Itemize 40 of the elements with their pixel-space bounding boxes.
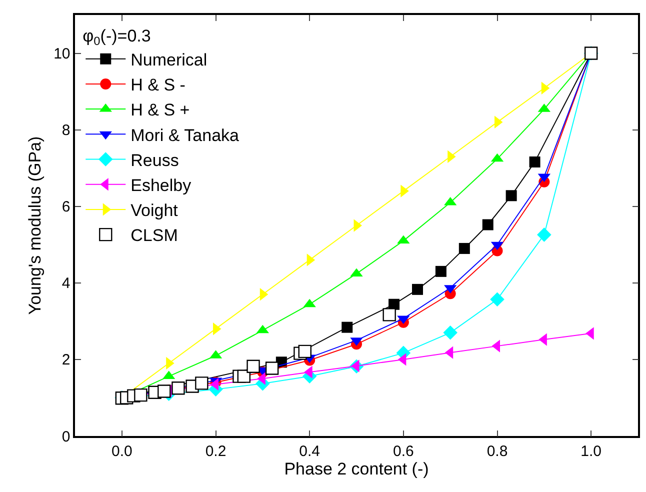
x-tick-label: 1.0 [580,442,602,460]
point [237,370,250,383]
legend-label: Voight [130,201,178,220]
point [506,190,517,202]
point [482,219,494,230]
point [342,322,353,333]
point [195,376,208,390]
y-tick-label: 8 [62,122,70,140]
point [412,284,423,295]
legend-label: H & S + [130,100,190,120]
y-tick-label: 10 [54,46,70,63]
point [537,228,552,242]
x-tick-label: 0.2 [205,442,226,460]
point [298,344,312,358]
legend-title: φ$_{0}$(-)=0.3 [82,26,151,48]
point [443,326,458,340]
point [529,156,540,168]
x-axis-title: Phase 2 content (-) [284,460,429,479]
legend-label: H & S - [130,76,186,95]
x-tick-label: 0.0 [111,442,132,460]
point [134,388,148,402]
point [490,292,504,307]
point [158,384,171,398]
legend-label: Numerical [130,50,208,70]
point [172,382,185,395]
legend-label: Mori & Tanaka [130,126,240,145]
x-tick-label: 0.4 [299,442,320,460]
legend-label: Eshelby [130,176,192,195]
legend-label: CLSM [130,226,178,246]
x-tick-label: 0.8 [486,442,508,460]
x-tick-label: 0.6 [392,442,414,460]
y-tick-label: 6 [62,198,70,216]
y-tick-label: 2 [62,352,70,369]
y-tick-label: 4 [62,275,70,292]
legend-label: Reuss [130,150,179,170]
point [265,362,279,375]
point [458,242,470,254]
y-tick-label: 0 [62,428,70,446]
y-axis-title: Young's modulus (GPa) [26,136,45,315]
point [435,266,446,277]
